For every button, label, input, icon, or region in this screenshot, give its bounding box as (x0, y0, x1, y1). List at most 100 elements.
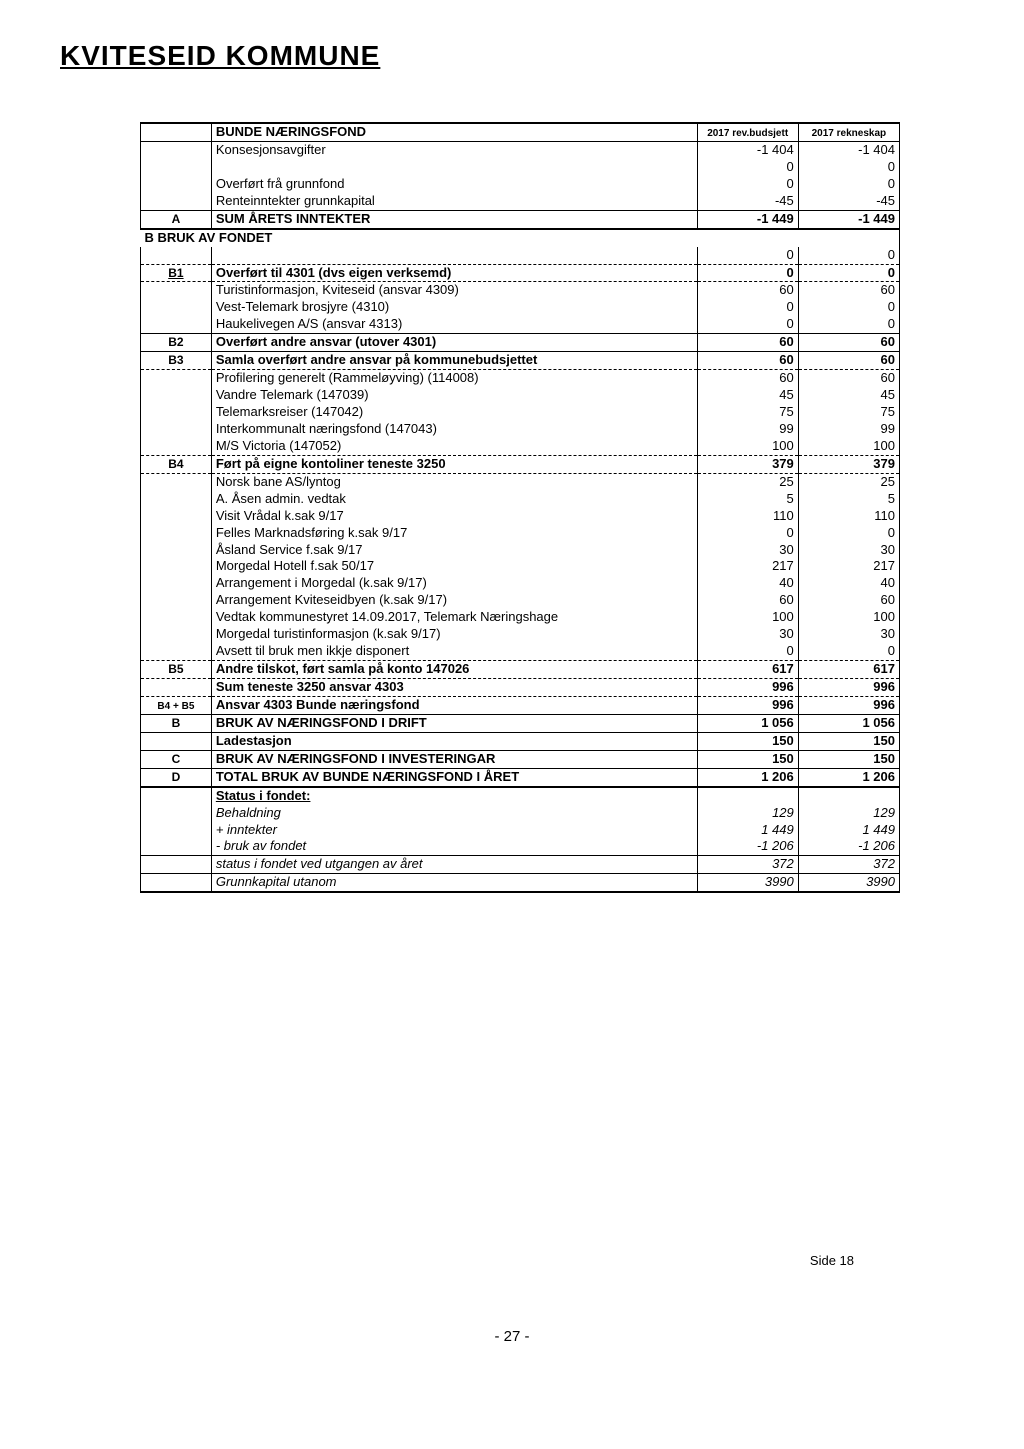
row-code: B5 (141, 661, 212, 679)
row-budget: 30 (697, 542, 798, 559)
row-accounts: 60 (798, 334, 899, 352)
row-code (141, 575, 212, 592)
row-code: B4 (141, 455, 212, 473)
row-accounts: 617 (798, 661, 899, 679)
row-budget: 150 (697, 732, 798, 750)
row-accounts: 30 (798, 626, 899, 643)
row-label: Ladestasjon (211, 732, 697, 750)
row-code (141, 805, 212, 822)
row-label: SUM ÅRETS INNTEKTER (211, 210, 697, 228)
row-code (141, 247, 212, 264)
row-budget: 0 (697, 247, 798, 264)
row-code: B2 (141, 334, 212, 352)
row-code (141, 822, 212, 839)
row-label: Andre tilskot, ført samla på konto 14702… (211, 661, 697, 679)
row-label: Morgedal turistinformasjon (k.sak 9/17) (211, 626, 697, 643)
row-accounts: 1 056 (798, 714, 899, 732)
row-budget: 372 (697, 856, 798, 874)
row-label (211, 159, 697, 176)
row-label: Felles Marknadsføring k.sak 9/17 (211, 525, 697, 542)
row-budget: -1 206 (697, 838, 798, 855)
row-code (141, 316, 212, 333)
row-budget: 60 (697, 370, 798, 387)
row-accounts: 1 206 (798, 768, 899, 786)
row-label: Samla overført andre ansvar på kommunebu… (211, 352, 697, 370)
row-label: Overført andre ansvar (utover 4301) (211, 334, 697, 352)
row-accounts: 30 (798, 542, 899, 559)
row-budget: 25 (697, 473, 798, 490)
row-accounts: 150 (798, 732, 899, 750)
row-budget: -1 449 (697, 210, 798, 228)
row-accounts: 0 (798, 159, 899, 176)
row-accounts: 60 (798, 352, 899, 370)
row-accounts: 60 (798, 282, 899, 299)
row-accounts: 0 (798, 525, 899, 542)
row-budget: 45 (697, 387, 798, 404)
row-budget: -1 404 (697, 141, 798, 158)
row-code (141, 299, 212, 316)
row-code (141, 159, 212, 176)
row-accounts: -1 449 (798, 210, 899, 228)
row-code (141, 193, 212, 210)
row-accounts: 150 (798, 750, 899, 768)
row-label: Behaldning (211, 805, 697, 822)
row-accounts: -45 (798, 193, 899, 210)
row-accounts: 99 (798, 421, 899, 438)
row-code (141, 491, 212, 508)
row-label: Vandre Telemark (147039) (211, 387, 697, 404)
row-code (141, 542, 212, 559)
row-accounts: 0 (798, 643, 899, 660)
row-accounts: 100 (798, 609, 899, 626)
row-label: Arrangement Kviteseidbyen (k.sak 9/17) (211, 592, 697, 609)
row-accounts: 75 (798, 404, 899, 421)
row-code (141, 404, 212, 421)
row-accounts: 25 (798, 473, 899, 490)
row-code (141, 679, 212, 697)
row-budget: 3990 (697, 874, 798, 892)
row-accounts: 40 (798, 575, 899, 592)
row-label: + inntekter (211, 822, 697, 839)
row-code (141, 370, 212, 387)
row-accounts: 110 (798, 508, 899, 525)
row-label: status i fondet ved utgangen av året (211, 856, 697, 874)
row-budget: 99 (697, 421, 798, 438)
row-accounts: 60 (798, 370, 899, 387)
row-code (141, 732, 212, 750)
row-label: Konsesjonsavgifter (211, 141, 697, 158)
row-budget: 40 (697, 575, 798, 592)
row-budget: 100 (697, 438, 798, 455)
row-code: A (141, 210, 212, 228)
row-code (141, 438, 212, 455)
table-section-header: B BRUK AV FONDET (141, 229, 900, 247)
row-label (211, 247, 697, 264)
row-budget: 60 (697, 282, 798, 299)
row-code (141, 525, 212, 542)
row-code: C (141, 750, 212, 768)
row-budget: 0 (697, 525, 798, 542)
row-code (141, 787, 212, 805)
row-label: Profilering generelt (Rammeløyving) (114… (211, 370, 697, 387)
row-label: Haukelivegen A/S (ansvar 4313) (211, 316, 697, 333)
row-label: Ført på eigne kontoliner teneste 3250 (211, 455, 697, 473)
row-budget: 150 (697, 750, 798, 768)
row-accounts: 0 (798, 247, 899, 264)
table-header-col2: 2017 rekneskap (798, 123, 899, 141)
row-code (141, 508, 212, 525)
row-budget (697, 787, 798, 805)
row-accounts: 996 (798, 696, 899, 714)
page-footer: - 27 - (60, 1328, 964, 1345)
row-budget: 110 (697, 508, 798, 525)
row-code (141, 176, 212, 193)
row-budget: 0 (697, 643, 798, 660)
row-label: Sum teneste 3250 ansvar 4303 (211, 679, 697, 697)
row-code (141, 856, 212, 874)
row-label: M/S Victoria (147052) (211, 438, 697, 455)
row-accounts: 3990 (798, 874, 899, 892)
row-code (141, 643, 212, 660)
row-accounts: 372 (798, 856, 899, 874)
row-accounts: 996 (798, 679, 899, 697)
row-label: Arrangement i Morgedal (k.sak 9/17) (211, 575, 697, 592)
row-code (141, 473, 212, 490)
row-accounts: 1 449 (798, 822, 899, 839)
row-budget: 75 (697, 404, 798, 421)
